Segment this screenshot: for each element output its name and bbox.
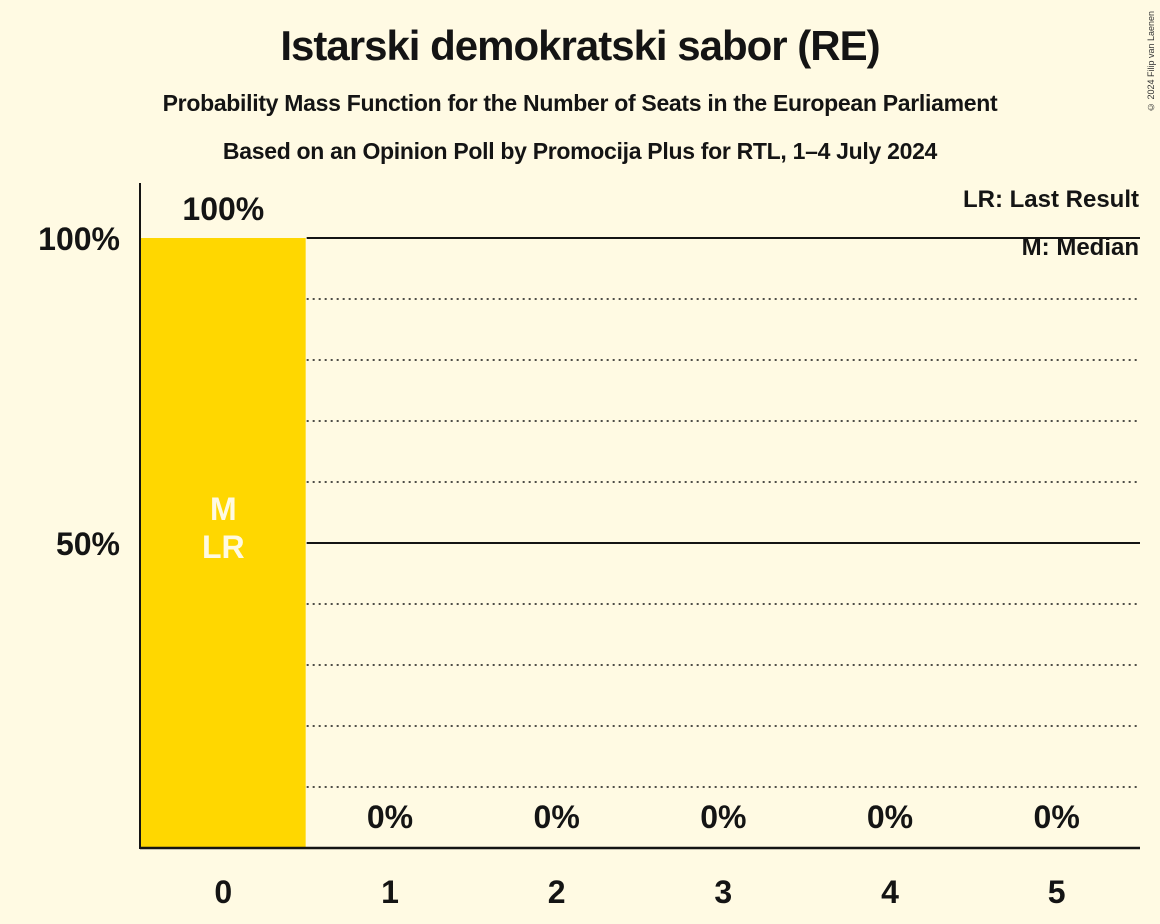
gridlines	[306, 237, 1140, 788]
bars	[141, 238, 306, 848]
y-tick-label: 50%	[56, 526, 120, 562]
x-tick-label: 1	[381, 874, 399, 910]
x-tick-label: 3	[714, 874, 732, 910]
value-label: 0%	[700, 799, 746, 835]
axes	[139, 183, 1140, 850]
legend-median: M: Median	[1021, 234, 1139, 261]
value-label: 100%	[182, 191, 264, 227]
bar-0	[141, 238, 306, 848]
value-label: 0%	[534, 799, 580, 835]
x-tick-label: 0	[214, 874, 232, 910]
value-label: 0%	[1034, 799, 1080, 835]
chart-subtitle: Probability Mass Function for the Number…	[162, 90, 998, 116]
bar-annotation: M	[210, 491, 237, 527]
labels: 100% 0 MLR 0% 1 0% 2 0% 3 0% 4 0% 5 50% 100%	[38, 191, 1080, 910]
x-tick-label: 2	[548, 874, 566, 910]
value-label: 0%	[867, 799, 913, 835]
x-tick-label: 4	[881, 874, 899, 910]
chart-title: Istarski demokratski sabor (RE)	[280, 22, 880, 69]
bar-annotation: LR	[202, 529, 245, 565]
x-tick-label: 5	[1048, 874, 1066, 910]
value-label: 0%	[367, 799, 413, 835]
legend-last-result: LR: Last Result	[962, 186, 1139, 213]
y-tick-label: 100%	[38, 221, 120, 257]
chart-source: Based on an Opinion Poll by Promocija Pl…	[222, 138, 938, 164]
